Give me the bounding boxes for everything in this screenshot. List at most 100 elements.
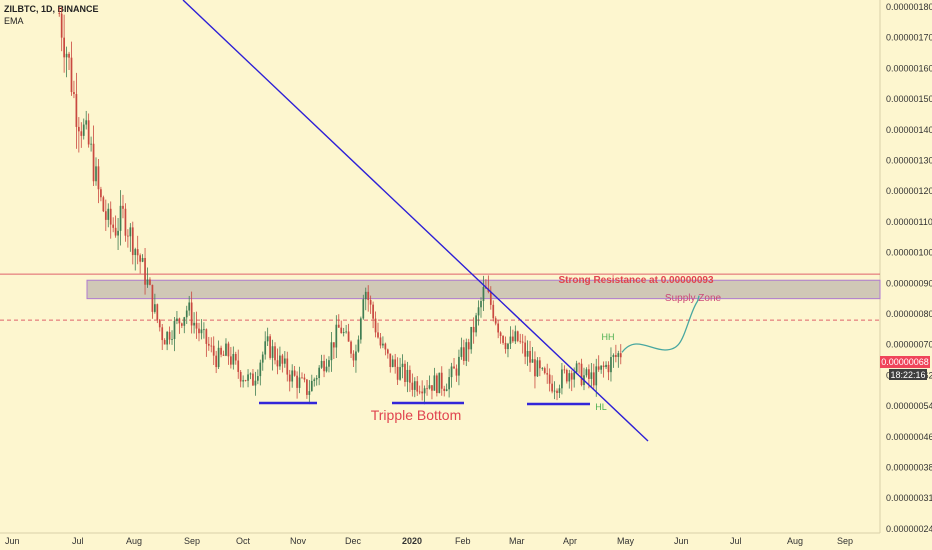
symbol-label[interactable]: ZILBTC, 1D, BINANCE: [4, 4, 99, 14]
candle: [112, 217, 115, 233]
candle: [364, 287, 367, 311]
time-tick-label: Jul: [730, 536, 742, 546]
candle: [252, 368, 254, 386]
price-tag-value: 0.00000068: [881, 357, 929, 367]
candle: [70, 41, 73, 96]
candle: [575, 360, 578, 375]
price-tag[interactable]: 0.00000068 18:22:16: [880, 356, 930, 380]
candle: [401, 354, 404, 379]
candle: [217, 340, 220, 370]
candle: [504, 336, 507, 354]
candle: [293, 365, 296, 377]
candle: [482, 275, 485, 311]
supply-zone-label: Supply Zone: [665, 293, 722, 304]
candle: [286, 351, 289, 382]
candle: [306, 378, 308, 399]
candle: [342, 327, 345, 337]
candle: [507, 342, 509, 358]
candle: [359, 316, 362, 344]
candle: [570, 370, 573, 392]
descending-trendline[interactable]: [182, 0, 649, 442]
candle: [102, 195, 105, 213]
price-tick-label: 0.00000160: [886, 63, 932, 73]
candle: [325, 358, 328, 373]
candle: [556, 388, 558, 401]
candle: [283, 351, 286, 368]
candle: [480, 297, 482, 318]
candle: [323, 354, 325, 378]
candle: [426, 379, 428, 396]
projection-path[interactable]: [621, 295, 700, 353]
candle: [448, 368, 450, 398]
candle: [612, 353, 615, 368]
candle: [499, 331, 502, 344]
candle: [418, 385, 421, 395]
price-tick-label: 0.00000024: [886, 524, 932, 534]
candle: [100, 186, 102, 202]
candle: [399, 357, 401, 381]
candle: [546, 363, 549, 384]
tripple-bottom-label: Tripple Bottom: [371, 407, 462, 423]
candle: [521, 334, 524, 354]
candle: [597, 355, 600, 372]
time-axis[interactable]: Jun Jul Aug Sep Oct Nov Dec 2020 Feb Mar Apr May Jun…: [5, 536, 853, 546]
candle: [477, 300, 480, 326]
time-tick-label: 2020: [402, 536, 422, 546]
candle: [261, 351, 264, 371]
candle: [568, 369, 571, 389]
candle: [144, 247, 146, 295]
candle: [234, 351, 237, 365]
candle: [494, 316, 497, 326]
candle: [139, 253, 142, 274]
candle: [433, 367, 436, 391]
candle: [396, 357, 399, 385]
candle: [465, 338, 468, 367]
time-tick-label: Sep: [184, 536, 200, 546]
candle: [372, 301, 374, 329]
candle: [82, 118, 85, 140]
candle: [239, 369, 242, 388]
candle: [77, 117, 80, 153]
price-tick-label: 0.00000070: [886, 340, 932, 350]
candle: [315, 375, 318, 386]
time-tick-label: May: [617, 536, 635, 546]
candle: [158, 318, 161, 332]
candle: [431, 385, 433, 400]
candle: [141, 254, 144, 263]
candle: [131, 221, 134, 265]
candle: [127, 229, 129, 248]
candle: [207, 336, 210, 351]
candle: [524, 335, 526, 365]
candle: [178, 317, 181, 334]
candle: [595, 358, 598, 397]
candle: [220, 345, 222, 358]
candle: [350, 340, 352, 358]
candle: [279, 346, 281, 370]
candle: [561, 362, 563, 395]
candle: [379, 332, 382, 349]
candle: [146, 267, 149, 288]
candle: [529, 340, 531, 372]
candle: [190, 291, 193, 334]
time-tag-box: [889, 369, 927, 380]
price-axis[interactable]: 0.00000180 0.00000170 0.00000160 0.00000150…: [886, 2, 932, 550]
candle: [369, 295, 372, 314]
candle: [242, 375, 244, 388]
candle: [460, 337, 463, 360]
candle: [183, 316, 186, 334]
candle: [166, 330, 168, 351]
candle: [389, 353, 392, 373]
candle: [602, 361, 605, 378]
candle: [409, 365, 411, 392]
candle: [180, 322, 183, 329]
candle: [185, 305, 188, 325]
candle: [526, 340, 529, 366]
candle: [438, 372, 441, 394]
candle: [215, 350, 218, 374]
candle: [249, 372, 252, 380]
candle: [416, 376, 419, 396]
time-tick-label: Sep: [837, 536, 853, 546]
indicator-label[interactable]: EMA: [4, 16, 24, 26]
candle: [256, 369, 259, 385]
